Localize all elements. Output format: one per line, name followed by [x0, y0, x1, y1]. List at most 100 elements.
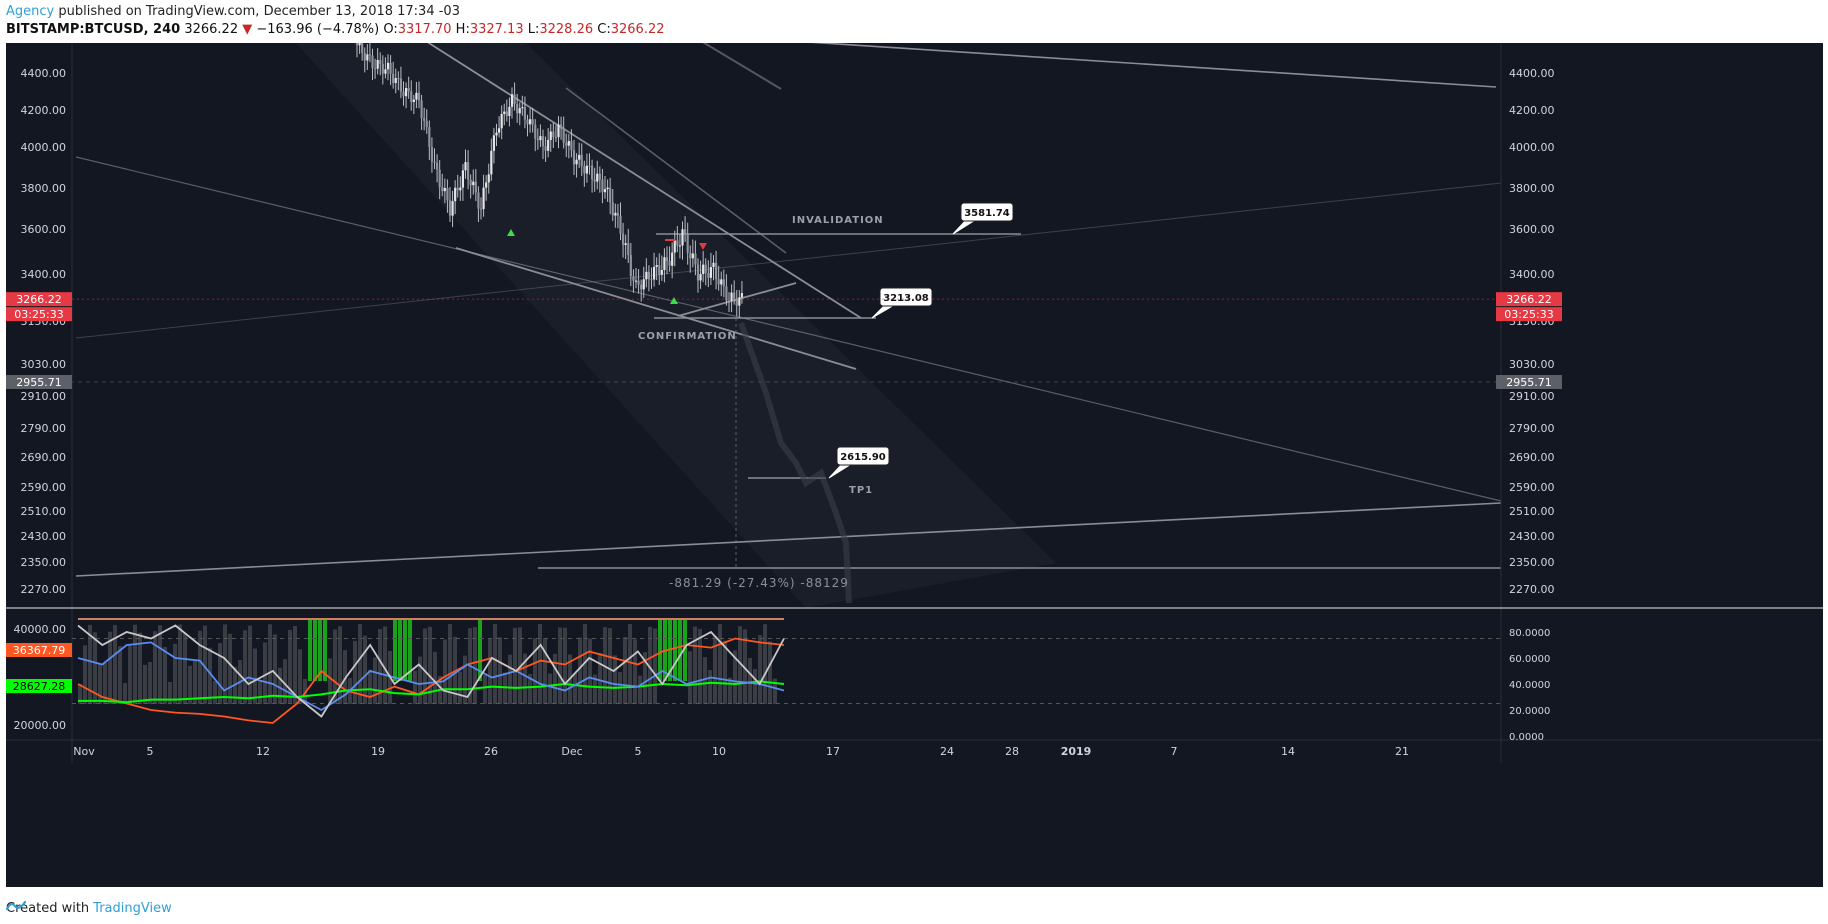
candle-body [510, 94, 514, 107]
candle-body [676, 240, 679, 246]
indicator-gray-bar [78, 684, 82, 704]
indicator-left-tick: 40000.00 [14, 623, 67, 636]
measure-label: -881.29 (-27.43%) -88129 [669, 576, 849, 590]
x-tick-label: 19 [371, 745, 385, 758]
open-value: 3317.70 [397, 22, 452, 37]
indicator-right-tick: 60.0000 [1509, 654, 1550, 665]
confirmation-callout-pointer [871, 303, 897, 319]
candle-body [717, 279, 720, 285]
candle-body [614, 212, 617, 216]
candle-body [386, 62, 390, 70]
x-tick-label: Nov [73, 745, 95, 758]
candle-body [513, 94, 516, 105]
author-link[interactable]: Agency [6, 4, 55, 19]
crosshair-label-right: 2955.71 [1506, 376, 1552, 389]
current-price-label-left: 3266.22 [16, 293, 62, 306]
indicator-gray-bar [183, 633, 187, 704]
candle-body [733, 292, 736, 300]
candle-body [363, 53, 366, 61]
countdown-badge-left [6, 307, 72, 322]
indicator-left-tick: 20000.00 [14, 719, 67, 732]
candle-body [477, 192, 480, 209]
indicator-value-label: 28627.28 [13, 680, 66, 693]
published-text: published on TradingView.com, December 1… [54, 4, 460, 19]
y-tick-label-right: 3600.00 [1509, 223, 1555, 236]
candle-body [379, 60, 382, 64]
indicator-gray-bar [163, 646, 167, 704]
candle-body [696, 264, 700, 281]
indicator-gray-bar [328, 658, 332, 704]
projected-path [738, 321, 852, 604]
price-chart[interactable]: INVALIDATION CONFIRMATION TP1 -881.29 (-27.… [6, 43, 1823, 887]
indicator-series-line [77, 637, 785, 724]
indicator-gray-bar [448, 624, 452, 704]
candle-body [451, 201, 454, 216]
invalidation-callout-text: 3581.74 [964, 208, 1010, 219]
last-price: 3266.22 [184, 22, 239, 37]
candle-body [588, 165, 591, 167]
buy-signal-marker [507, 229, 515, 236]
trendline-top-short [702, 43, 782, 90]
indicator-gray-bar [223, 624, 227, 704]
candle-body [482, 187, 485, 210]
candle-body [722, 279, 725, 287]
invalidation-callout-box [960, 202, 1014, 222]
indicator-gray-bar [158, 625, 162, 704]
countdown-label-left: 03:25:33 [14, 308, 63, 321]
candle-body [593, 179, 596, 182]
symbol-label[interactable]: BITSTAMP:BTCUSD, 240 [6, 22, 181, 37]
footer: Created with TradingView [6, 899, 172, 917]
close-value: 3266.22 [610, 22, 665, 37]
tradingview-link[interactable]: TradingView [6, 901, 172, 916]
candle-body [714, 262, 718, 280]
indicator-gray-bar [228, 633, 232, 704]
y-tick-label-right: 2690.00 [1509, 451, 1555, 464]
candle-body [412, 99, 415, 103]
candle-body [459, 187, 462, 191]
candle-body [727, 300, 731, 302]
candle-body [707, 273, 710, 278]
candle-body [466, 162, 470, 180]
candle-body [505, 111, 508, 117]
indicator-gray-bar [283, 659, 287, 704]
indicator-gray-bar [193, 661, 197, 704]
indicator-gray-bar [418, 656, 422, 704]
indicator-gray-bar [218, 643, 222, 704]
indicator-gray-bar [243, 630, 247, 704]
y-tick-label-left: 2430.00 [21, 530, 67, 543]
candle-body [570, 141, 573, 151]
indicator-gray-bar [738, 626, 742, 704]
trendline-upper-long [810, 43, 1497, 88]
indicator-gray-bar [728, 677, 732, 704]
chart-frame[interactable]: INVALIDATION CONFIRMATION TP1 -881.29 (-27.… [6, 43, 1823, 887]
indicator-gray-bar [638, 675, 642, 704]
candle-body [487, 174, 490, 183]
indicator-gray-bar [113, 625, 117, 704]
candle-body [601, 179, 604, 193]
y-tick-label-left: 2790.00 [21, 422, 67, 435]
candle-body [725, 286, 728, 301]
candle-body [673, 240, 676, 253]
indicator-gray-bar [108, 631, 112, 704]
indicator-green-bar [393, 619, 397, 681]
indicator-gray-bar [208, 647, 212, 704]
indicator-gray-bar [523, 653, 527, 704]
low-value: 3228.26 [539, 22, 594, 37]
indicator-gray-bar [358, 624, 362, 704]
current-price-badge-right [1496, 292, 1562, 307]
x-tick-label: 12 [256, 745, 270, 758]
indicator-gray-bar [338, 626, 342, 704]
candle-body [652, 266, 656, 280]
indicator-gray-bar [543, 638, 547, 704]
high-value: 3327.13 [469, 22, 524, 37]
candle-body [381, 63, 384, 74]
indicator-green-bar [323, 619, 327, 681]
candle-body [691, 253, 694, 259]
candle-body [683, 229, 687, 235]
y-tick-label-left: 4000.00 [21, 141, 67, 154]
indicator-right-tick: 20.0000 [1509, 706, 1550, 717]
candle-body [448, 200, 452, 216]
candle-body [479, 208, 483, 210]
candle-body [435, 162, 439, 170]
indicator-gray-bar [628, 624, 632, 704]
